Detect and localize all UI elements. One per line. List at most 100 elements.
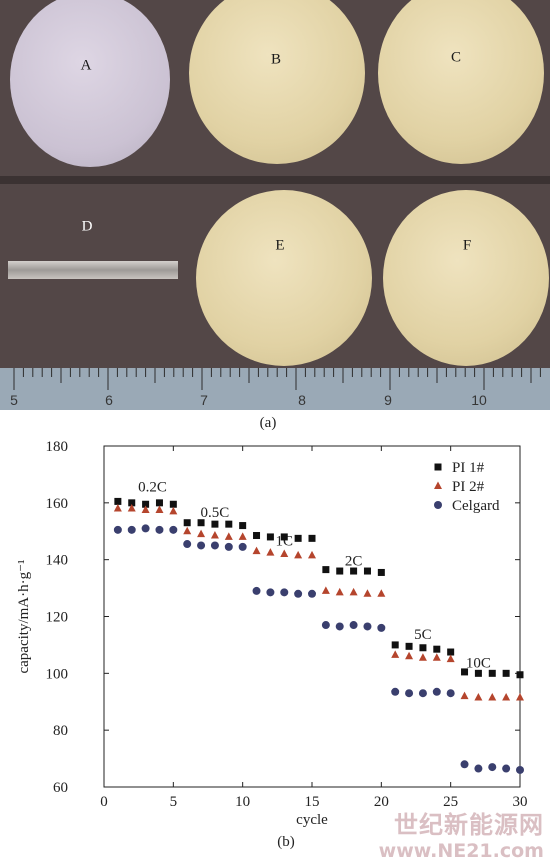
data-point <box>363 589 372 597</box>
data-point <box>432 653 441 661</box>
data-point <box>266 588 275 597</box>
data-point <box>432 687 441 696</box>
data-point <box>252 546 261 555</box>
disc-label-a: A <box>80 57 92 74</box>
data-point <box>488 692 497 701</box>
disc-label-f: F <box>462 237 472 254</box>
x-tick-label: 20 <box>374 794 389 810</box>
x-tick-label: 5 <box>170 794 178 810</box>
ruler-ticks <box>13 368 541 390</box>
data-point <box>127 525 136 534</box>
disc-label-e: E <box>275 237 285 254</box>
data-point <box>349 621 358 630</box>
data-point <box>294 589 303 598</box>
data-point <box>349 587 358 596</box>
caption-b: (b) <box>277 834 295 850</box>
data-point <box>210 531 219 539</box>
data-point <box>252 586 261 595</box>
ruler-number: 7 <box>200 392 208 408</box>
data-point <box>169 500 177 508</box>
data-point <box>155 505 164 513</box>
membrane-strip-d <box>8 261 178 279</box>
data-point <box>405 642 413 650</box>
disc-b <box>189 0 365 164</box>
data-point <box>433 645 441 653</box>
data-point <box>266 533 274 541</box>
legend-marker <box>434 481 442 489</box>
x-tick-label: 0 <box>100 794 108 810</box>
data-point <box>418 653 427 661</box>
data-point <box>197 541 206 550</box>
rate-annotation: 2C <box>345 553 363 569</box>
data-point <box>377 589 386 597</box>
data-point <box>419 644 427 652</box>
data-point <box>446 689 455 698</box>
data-point <box>266 548 275 556</box>
y-tick-label: 120 <box>46 610 69 626</box>
rate-annotation: 1C <box>276 533 294 549</box>
data-point <box>294 550 303 559</box>
data-point <box>446 654 455 663</box>
data-point <box>238 542 247 551</box>
data-point <box>141 524 150 533</box>
y-tick-label: 180 <box>46 439 69 455</box>
rate-annotation: 0.5C <box>201 505 230 521</box>
y-axis-label: capacity/mA·h·g⁻¹ <box>16 559 32 673</box>
data-point <box>336 567 344 575</box>
data-point <box>169 506 178 515</box>
x-tick-label: 15 <box>305 794 320 810</box>
rate-capability-chart: 0 5 10 15 20 25 30 60 80 100 120 140 160 180 cycle capa… <box>16 439 528 828</box>
data-point <box>183 540 192 549</box>
ruler-number: 9 <box>384 392 392 408</box>
data-point <box>516 765 524 774</box>
data-point <box>224 542 233 551</box>
rate-annotation: 0.2C <box>138 479 167 495</box>
disc-label-c: C <box>450 49 462 66</box>
y-tick-label: 80 <box>53 723 68 739</box>
data-point <box>474 764 483 773</box>
data-point <box>322 566 330 574</box>
data-point <box>210 541 219 550</box>
data-point <box>225 520 233 528</box>
photo-divider-band <box>0 176 550 184</box>
data-point <box>183 519 191 527</box>
data-point <box>460 691 469 700</box>
data-point <box>280 549 289 557</box>
data-point <box>155 499 163 507</box>
ruler-number: 5 <box>10 392 18 408</box>
membrane-photo: A B C D E F 5 6 7 8 9 10 <box>0 0 550 410</box>
data-point <box>460 760 469 769</box>
data-point <box>502 764 511 773</box>
disc-label-b: B <box>270 51 282 68</box>
data-point <box>211 520 219 528</box>
watermark-text: 世纪新能源网 <box>394 811 544 839</box>
watermark-url: www.NE21.com <box>378 840 544 862</box>
data-point <box>377 568 385 576</box>
data-point <box>488 669 496 677</box>
rate-annotation: 10C <box>466 656 491 672</box>
data-point <box>224 532 233 540</box>
data-point <box>308 550 316 559</box>
data-point <box>280 588 289 597</box>
data-point <box>253 532 261 540</box>
data-point <box>183 526 192 535</box>
disc-a <box>10 0 170 167</box>
caption-a: (a) <box>259 415 277 431</box>
legend-label: Celgard <box>452 498 500 514</box>
data-point <box>113 525 122 534</box>
disc-label-d: D <box>81 218 93 235</box>
x-tick-label: 25 <box>443 794 458 810</box>
data-point <box>474 669 482 677</box>
x-tick-label: 10 <box>235 794 250 810</box>
ruler-number: 8 <box>298 392 306 408</box>
data-point <box>350 567 358 575</box>
data-point <box>405 689 414 698</box>
watermark: 世纪新能源网 www.NE21.com <box>379 805 544 862</box>
ruler-number: 6 <box>105 392 113 408</box>
data-point <box>516 692 524 701</box>
data-point <box>502 692 511 701</box>
data-point <box>113 504 122 512</box>
y-tick-label: 140 <box>46 553 69 569</box>
data-point <box>308 534 316 542</box>
data-point <box>294 534 302 542</box>
